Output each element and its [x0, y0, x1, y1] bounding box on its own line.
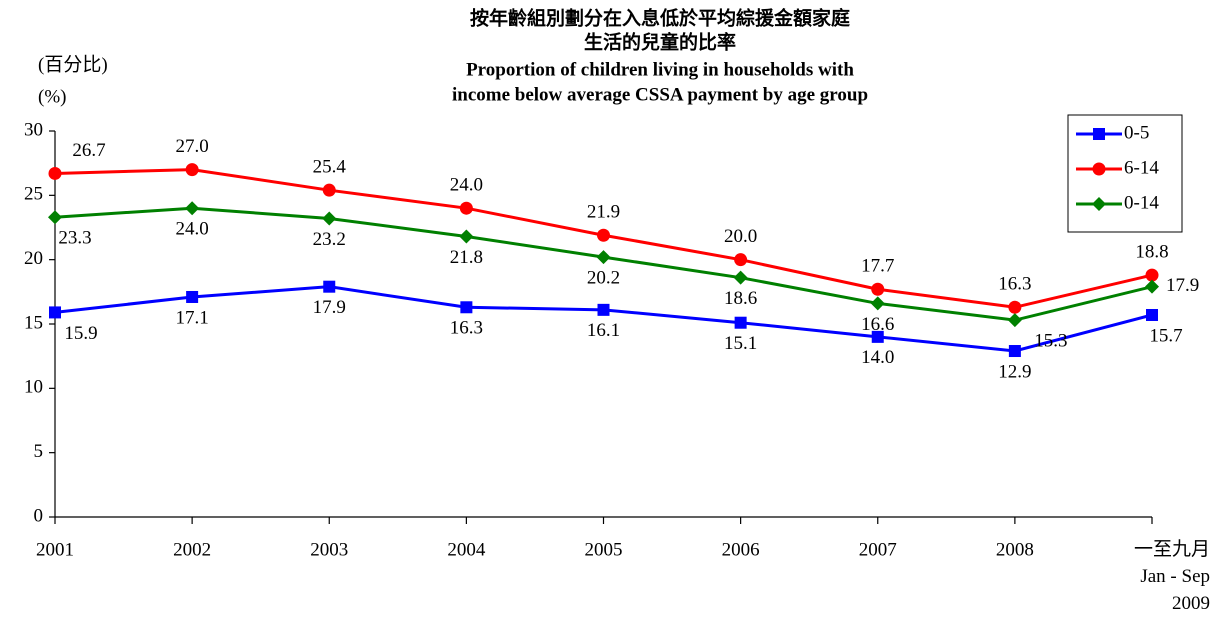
x-tick-label: 2005 — [585, 539, 623, 560]
marker — [322, 211, 337, 226]
x-tick-label: 2001 — [36, 539, 74, 560]
marker — [1007, 313, 1022, 328]
data-label: 20.0 — [724, 226, 757, 247]
x-tick-label: 2004 — [447, 539, 486, 560]
y-tick-label: 25 — [24, 184, 43, 205]
marker — [871, 282, 885, 296]
data-label: 26.7 — [72, 140, 105, 161]
marker — [733, 270, 748, 285]
data-label: 18.6 — [724, 288, 757, 309]
marker — [871, 330, 884, 343]
data-label: 17.1 — [176, 307, 209, 328]
chart-title: Proportion of children living in househo… — [466, 59, 854, 80]
y-tick-label: 30 — [24, 119, 43, 140]
data-label: 20.2 — [587, 267, 620, 288]
data-label: 16.6 — [861, 314, 894, 335]
data-label: 27.0 — [176, 136, 209, 157]
legend-label: 6-14 — [1124, 157, 1159, 178]
y-axis-label: (%) — [38, 86, 66, 107]
legend-label: 0-14 — [1124, 192, 1159, 213]
data-label: 14.0 — [861, 347, 894, 368]
marker — [734, 253, 748, 267]
data-label: 24.0 — [176, 219, 209, 240]
data-label: 18.8 — [1135, 241, 1168, 262]
series-line — [54, 285, 1153, 353]
data-label: 16.1 — [587, 320, 620, 341]
x-tick-label: 2008 — [996, 539, 1034, 560]
data-label: 15.3 — [1034, 330, 1067, 351]
data-label: 23.2 — [313, 229, 346, 250]
chart-title: income below average CSSA payment by age… — [452, 84, 868, 105]
x-tick-label: 一至九月 Jan - Sep 2009 — [1134, 538, 1210, 614]
y-axis-label: (百分比) — [38, 53, 108, 75]
marker — [459, 229, 474, 244]
y-tick-label: 0 — [34, 505, 44, 526]
data-label: 17.9 — [313, 297, 346, 318]
x-tick-label: 2006 — [722, 539, 760, 560]
marker — [186, 290, 199, 303]
x-tick-label: 2002 — [173, 539, 211, 560]
data-label: 17.9 — [1166, 275, 1199, 296]
data-label: 21.8 — [450, 247, 483, 268]
y-tick-label: 5 — [34, 441, 44, 462]
marker — [185, 201, 200, 216]
data-label: 15.7 — [1149, 325, 1182, 346]
data-label: 16.3 — [998, 274, 1031, 295]
marker — [1145, 268, 1159, 282]
data-label: 25.4 — [313, 157, 347, 178]
legend-marker — [1092, 162, 1106, 176]
data-label: 15.1 — [724, 333, 757, 354]
data-label: 12.9 — [998, 361, 1031, 382]
data-label: 21.9 — [587, 202, 620, 223]
data-label: 24.0 — [450, 175, 483, 196]
data-label: 15.9 — [64, 323, 97, 344]
x-tick-label: 2007 — [859, 539, 897, 560]
data-label: 17.7 — [861, 256, 894, 277]
marker — [48, 210, 62, 225]
marker — [1145, 279, 1159, 294]
data-label: 16.3 — [450, 318, 483, 339]
legend-marker — [1093, 128, 1105, 140]
marker — [460, 301, 473, 314]
legend-marker — [1092, 197, 1106, 211]
legend-label: 0-5 — [1124, 122, 1149, 143]
marker — [49, 306, 61, 319]
marker — [596, 250, 611, 265]
marker — [459, 201, 473, 215]
marker — [323, 280, 336, 293]
y-tick-label: 15 — [24, 312, 43, 333]
x-tick-label: 2003 — [310, 539, 348, 560]
chart-title: 按年齡組別劃分在入息低於平均綜援金額家庭 — [470, 6, 850, 29]
marker — [185, 163, 199, 177]
marker — [1146, 308, 1158, 321]
data-label: 23.3 — [58, 228, 91, 249]
marker — [597, 228, 610, 242]
marker — [322, 183, 336, 197]
marker — [870, 296, 885, 311]
marker — [1008, 345, 1021, 358]
y-tick-label: 10 — [24, 377, 43, 398]
chart-title: 生活的兒童的比率 — [584, 30, 736, 53]
marker — [734, 316, 747, 329]
marker — [48, 166, 62, 180]
marker — [1008, 300, 1022, 314]
marker — [597, 303, 610, 316]
y-tick-label: 20 — [24, 248, 43, 269]
